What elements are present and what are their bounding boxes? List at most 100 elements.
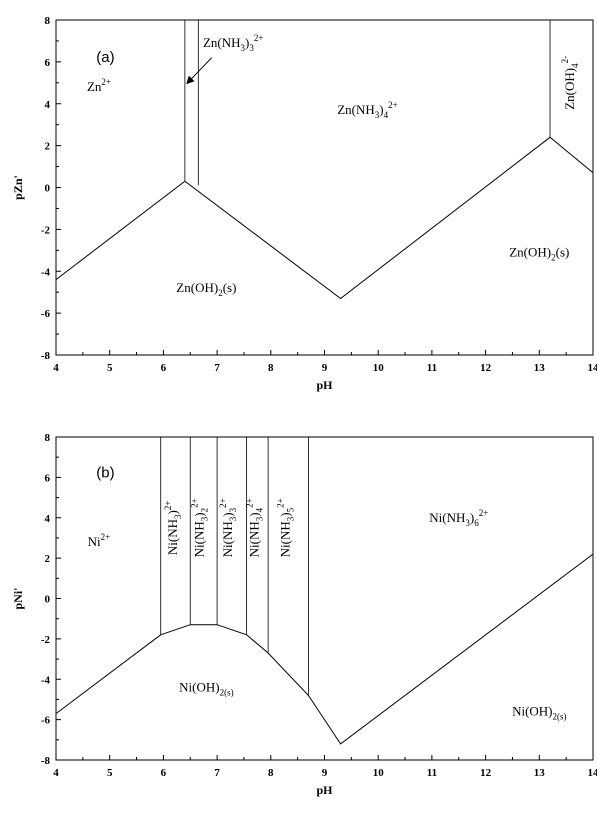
x-tick-label: 14	[588, 767, 597, 779]
y-tick-label: -4	[41, 266, 51, 278]
y-tick-label: 2	[45, 553, 51, 565]
region-label-part: 4	[254, 507, 264, 512]
region-label-part: (s)	[223, 280, 237, 295]
y-tick-label: -8	[41, 350, 51, 362]
region-label-part: 2(s)	[220, 687, 234, 697]
x-tick-label: 14	[588, 362, 597, 374]
region-label-part: Ni(NH	[192, 521, 207, 557]
y-tick-label: 8	[45, 15, 51, 27]
region-label-part: Zn(OH)	[562, 68, 577, 110]
x-axis-label: pH	[316, 378, 333, 392]
x-tick-label: 10	[373, 767, 385, 779]
region-label: Ni(NH3)62+	[429, 508, 488, 528]
y-tick-label: -6	[41, 308, 51, 320]
region-label-part: 2-	[560, 56, 570, 64]
region-label: Ni(NH3)32+	[218, 498, 238, 557]
region-label: Ni(NH3)52+	[276, 498, 296, 557]
x-axis-label: pH	[316, 783, 333, 797]
x-tick-label: 8	[268, 767, 274, 779]
region-label-part: 3	[375, 110, 380, 120]
region-label-part: 3	[249, 43, 254, 53]
x-tick-label: 9	[322, 767, 328, 779]
x-tick-label: 6	[161, 362, 167, 374]
region-label: Ni(NH3)2+	[163, 501, 183, 556]
region-label-part: 3	[254, 516, 264, 521]
x-tick-label: 11	[427, 362, 437, 374]
region-label-part: 3	[286, 516, 296, 521]
region-label-part: 2+	[276, 498, 286, 508]
panel-label: (b)	[96, 464, 114, 481]
y-tick-label: -8	[41, 755, 51, 767]
region-label-part: 2(s)	[553, 712, 567, 722]
region-label-part: 3	[241, 43, 246, 53]
region-label: Zn(NH3)42+	[337, 100, 397, 120]
region-label-part: )	[165, 510, 180, 514]
region-label-part: Ni(NH	[165, 519, 180, 555]
region-label-part: 2+	[190, 498, 200, 508]
region-label-part: )	[220, 512, 235, 516]
panel-label: (a)	[96, 49, 114, 66]
region-label-part: 3	[228, 507, 238, 512]
region-label: Ni2+	[88, 532, 111, 549]
region-label-part: Ni(NH	[246, 521, 261, 557]
x-tick-label: 5	[107, 362, 113, 374]
chart-panel-a: 4 5 6 7 8 9 10 11 12 13 14 8 6 4 2 0 -2 -4 -6 -8 pH pZn' (a) Zn…	[11, 15, 597, 392]
region-label: Zn(OH)2(s)	[176, 280, 236, 298]
region-label-part: 4	[384, 110, 389, 120]
x-tick-label: 8	[268, 362, 274, 374]
region-label-part: )	[192, 512, 207, 516]
region-label-part: Ni(NH	[278, 521, 293, 557]
y-axis-label: pZn'	[11, 175, 25, 200]
solubility-curve	[55, 553, 594, 745]
y-tick-label: 0	[45, 594, 51, 606]
region-label-part: (s)	[556, 245, 570, 260]
region-label-part: 4	[570, 63, 580, 68]
region-label-part: 2	[218, 288, 223, 298]
region-label-part: Zn(OH)	[509, 245, 551, 260]
region-label: Zn(OH)42-	[560, 56, 580, 110]
x-tick-label: 12	[480, 767, 492, 779]
region-label-part: 2+	[244, 498, 254, 508]
region-label-part: Ni(OH)	[179, 679, 219, 694]
region-label-part: Ni(NH	[220, 521, 235, 557]
region-label-part: 6	[474, 518, 479, 528]
x-tick-label: 4	[53, 362, 59, 374]
region-label-part: Ni(NH	[429, 510, 465, 525]
region-label: Ni(OH)2(s)	[512, 704, 566, 722]
region-label: Zn(NH3)32+	[203, 33, 263, 53]
region-label-part: Zn(OH)	[176, 280, 218, 295]
region-label: Ni(NH3)22+	[190, 498, 210, 557]
y-tick-label: 4	[45, 513, 51, 525]
region-label-part: 2+	[388, 100, 398, 110]
region-label-part: Ni(OH)	[512, 704, 552, 719]
region-label-part: 3	[200, 516, 210, 521]
region-label-part: 2+	[479, 508, 489, 518]
region-label-part: 2	[551, 253, 556, 263]
region-label-part: )	[278, 512, 293, 516]
chart-panel-b: 4 5 6 7 8 9 10 11 12 13 14 8 6 4 2 0 -2 -4 -6 -8 pH pNi' (b) Ni…	[11, 432, 597, 797]
solubility-curve	[55, 136, 594, 300]
region-label: Zn2+	[87, 77, 111, 94]
region-label-part: 2+	[163, 501, 173, 511]
region-label-part: )	[379, 102, 383, 117]
region-label-part: 5	[286, 507, 296, 512]
region-label-part: 2+	[254, 33, 264, 43]
y-tick-label: -2	[41, 634, 51, 646]
y-tick-label: 6	[45, 472, 51, 484]
y-tick-label: -6	[41, 715, 51, 727]
x-tick-label: 7	[214, 362, 220, 374]
x-tick-label: 13	[534, 362, 546, 374]
y-tick-label: 4	[45, 99, 51, 111]
annotation-arrow	[186, 57, 213, 85]
x-tick-label: 13	[534, 767, 546, 779]
y-axis-label: pNi'	[11, 587, 25, 609]
region-label-part: 2+	[101, 77, 111, 87]
x-tick-label: 12	[480, 362, 492, 374]
plot-frame	[55, 19, 594, 356]
y-tick-label: 2	[45, 141, 51, 153]
y-tick-label: 8	[45, 432, 51, 444]
region-label-part: Zn(NH	[337, 102, 375, 117]
x-tick-label: 11	[427, 767, 437, 779]
x-tick-label: 10	[373, 362, 385, 374]
